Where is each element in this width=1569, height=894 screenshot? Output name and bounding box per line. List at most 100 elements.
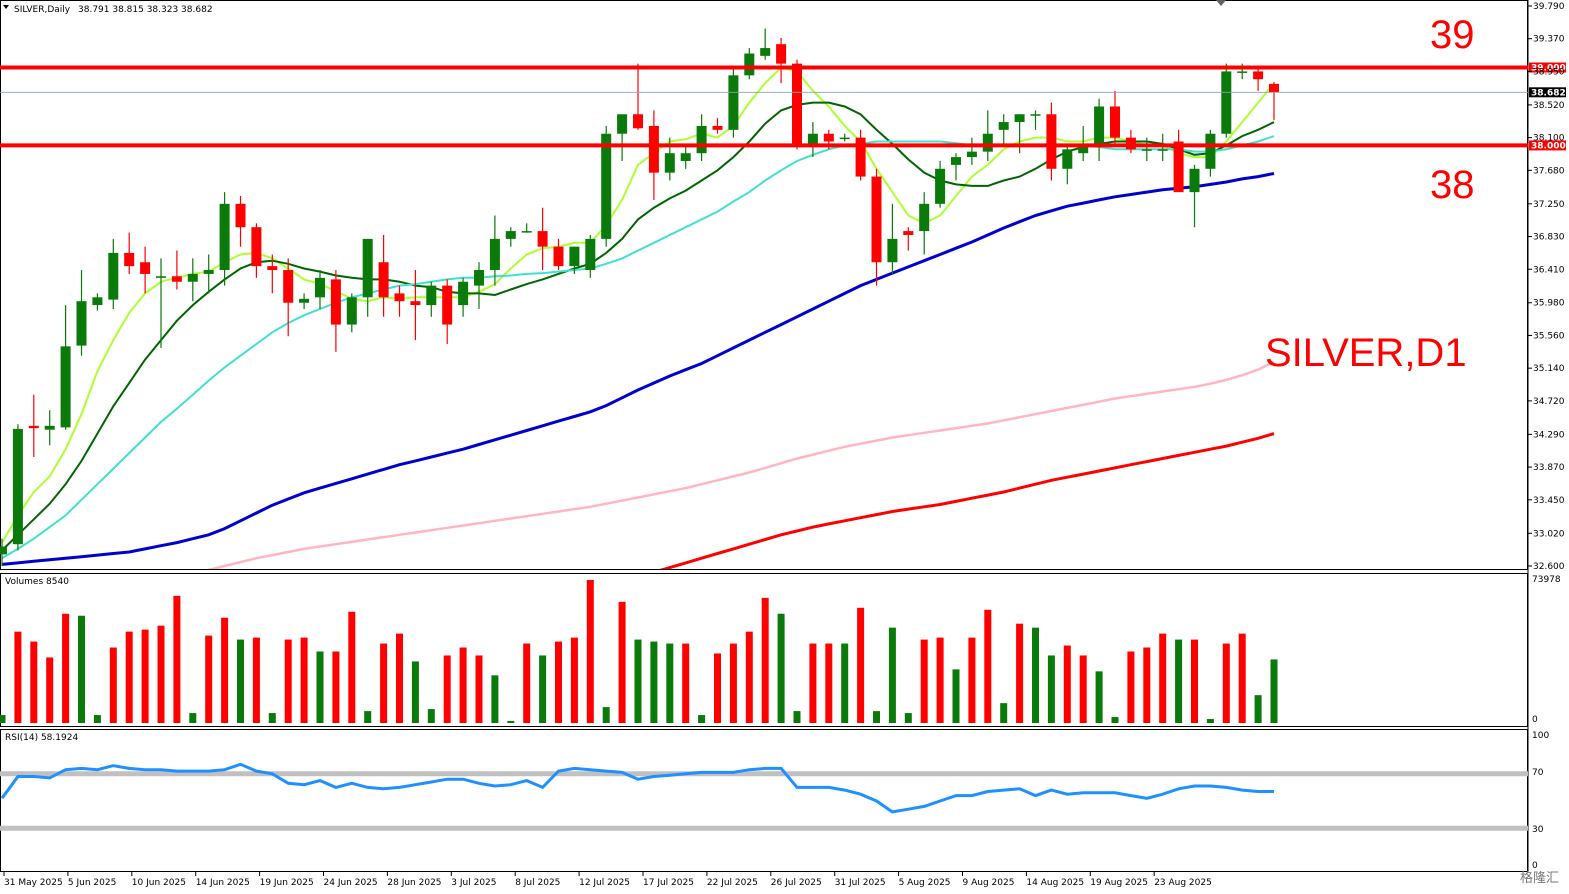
current-price-label: 38.682 [1531, 88, 1566, 98]
candle-bull [203, 270, 214, 274]
volume-bar [1206, 719, 1214, 723]
candle-bull [505, 231, 516, 239]
ma-line-ma20 [1, 135, 1275, 560]
price-tick-label: 32.600 [1533, 562, 1565, 572]
price-tick-label: 33.870 [1533, 463, 1565, 473]
volume-bar [761, 597, 769, 723]
volume-bar [380, 643, 388, 723]
time-tick-label: 8 Jul 2025 [515, 878, 560, 888]
volume-bar [729, 643, 737, 723]
volume-bar [491, 675, 499, 723]
candle-bull [1030, 114, 1041, 116]
volume-bar [0, 715, 6, 723]
candle-bear [394, 293, 405, 302]
scroll-marker-icon[interactable] [1216, 0, 1226, 6]
volume-bar [252, 637, 260, 723]
price-tick-label: 33.450 [1533, 496, 1565, 506]
volume-bar [1191, 639, 1198, 723]
candle-bull [156, 276, 166, 278]
candle-bull [521, 231, 532, 233]
volume-bar [968, 637, 976, 723]
volume-bar [873, 711, 880, 723]
candle-bull [1078, 145, 1089, 154]
price-tick-label: 34.290 [1533, 430, 1565, 440]
volume-bar [62, 613, 70, 723]
volume-bar [666, 643, 674, 723]
dropdown-triangle-icon[interactable] [3, 5, 9, 9]
time-tick-label: 14 Aug 2025 [1026, 878, 1084, 888]
volume-bar [221, 617, 229, 723]
volume-bar [507, 721, 515, 723]
candle-bull [935, 168, 946, 204]
volume-bar [237, 639, 244, 723]
volume-bar [443, 655, 451, 723]
volume-bar [984, 609, 992, 723]
candle-bear [537, 231, 548, 247]
volume-bar [857, 607, 865, 723]
candle-bear [648, 125, 659, 173]
price-tick-label: 36.830 [1533, 233, 1565, 243]
volume-bar [1238, 633, 1246, 723]
candle-bear [267, 266, 278, 271]
candle-bull [346, 297, 357, 325]
candle-bull [44, 425, 55, 430]
candle-bull [744, 53, 755, 76]
rsi-panel-frame [0, 729, 1528, 872]
price-axis: 39.790 39.370 38.950 38.520 38.100 37.680 37.2… [1528, 2, 1565, 572]
price-tick-label: 39.790 [1533, 2, 1565, 12]
volume-bar [952, 669, 960, 723]
candle-bear [171, 276, 182, 282]
candle-bull [998, 122, 1009, 130]
volume-bar [793, 711, 801, 723]
candle-bull [187, 273, 198, 282]
candle-bull [664, 153, 675, 173]
volume-bar [698, 715, 706, 723]
volume-bar [348, 611, 356, 723]
candle-bull [569, 246, 580, 267]
candle-bear [283, 270, 294, 303]
volume-bar [189, 713, 197, 723]
candle-bear [823, 133, 834, 142]
time-tick-label: 19 Jun 2025 [260, 878, 314, 888]
candle-bull [426, 285, 437, 306]
volume-bar [777, 613, 785, 723]
volume-bar [1063, 645, 1071, 723]
candle-bull [299, 298, 310, 303]
volume-bar [586, 579, 594, 723]
time-tick-label: 14 Jun 2025 [196, 878, 250, 888]
candle-bull [219, 203, 230, 271]
level-price-box [1529, 62, 1566, 73]
volume-bar [157, 625, 165, 723]
volume-bar [125, 631, 133, 723]
candle-bull [489, 238, 500, 271]
candle-bear [410, 301, 421, 306]
candle-bull [919, 203, 930, 232]
price-tick-label: 37.680 [1533, 166, 1565, 176]
ma-line-ma100 [207, 360, 1275, 569]
volume-bar [1127, 651, 1135, 723]
horizontal-levels[interactable]: 39.000 38.000 38.682 [0, 62, 1566, 152]
rsi-label: RSI(14) 58.1924 [5, 733, 78, 743]
candle-bull [951, 157, 961, 165]
volume-bar [936, 637, 944, 723]
candle-bull [108, 252, 119, 300]
level-price-box [1529, 140, 1566, 151]
candle-bear [442, 285, 453, 325]
candle-bear [378, 262, 389, 298]
volume-bar [1032, 627, 1039, 723]
candle-bear [28, 425, 39, 429]
volume-bar [109, 647, 117, 723]
rsi-line [0, 762, 1274, 814]
volume-bar [1111, 717, 1119, 723]
time-tick-label: 24 Jun 2025 [324, 878, 378, 888]
level-price-label: 39.000 [1531, 64, 1566, 74]
ma-line-ma50 [1, 172, 1275, 566]
price-tick-label: 35.980 [1533, 299, 1565, 309]
candle-bull [807, 133, 818, 146]
price-tick-label: 35.140 [1533, 364, 1565, 374]
candle-bear [1253, 71, 1264, 80]
volume-bar [78, 615, 85, 723]
candle-bull [0, 546, 7, 555]
volume-bar [316, 651, 324, 723]
candle-bull [1094, 106, 1105, 146]
